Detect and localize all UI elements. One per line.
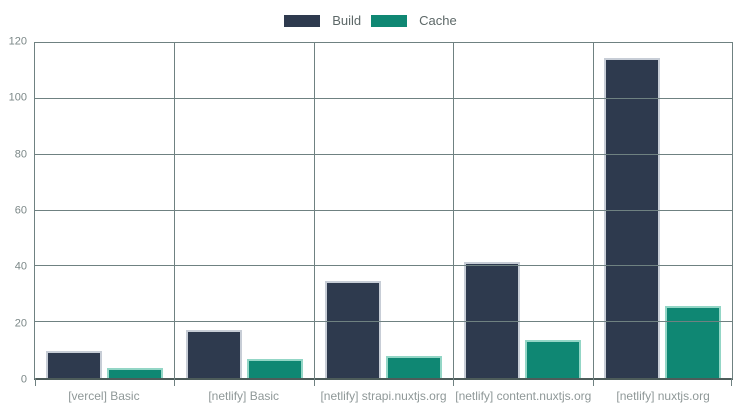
bar-group [453, 43, 592, 378]
y-tick-label: 20 [14, 317, 27, 330]
bar-build [46, 350, 103, 378]
bar-cache [664, 306, 721, 378]
gridline-y-40 [35, 265, 732, 267]
bar-group [593, 43, 732, 378]
axis-tick [731, 378, 732, 386]
category-separator [174, 43, 176, 386]
bar-build [603, 57, 660, 378]
category-separator [313, 43, 315, 386]
x-axis-label: [netlify] strapi.nuxtjs.org [320, 389, 447, 403]
legend-item-build: Build [284, 13, 361, 28]
chart-legend: Build Cache [0, 13, 741, 28]
gridline-y-80 [35, 153, 732, 155]
x-axis-label: [netlify] nuxtjs.org [616, 389, 710, 403]
category-separator [453, 43, 455, 386]
legend-item-cache: Cache [371, 13, 457, 28]
cache-swatch-icon [371, 14, 408, 27]
bar-build [464, 261, 521, 378]
x-axis-label: [vercel] Basic [68, 389, 140, 403]
y-tick-label: 0 [20, 373, 27, 386]
bar-build [325, 281, 382, 378]
y-axis: 0 20 40 60 80 100 120 [0, 36, 30, 385]
x-axis-label: [netlify] Basic [208, 389, 280, 403]
y-tick-label: 120 [8, 35, 27, 48]
y-tick-label: 100 [8, 91, 27, 104]
y-tick-label: 40 [14, 260, 27, 273]
x-axis-labels: [vercel] Basic [netlify] Basic [netlify] s… [34, 389, 733, 403]
bar-build [185, 329, 242, 378]
category-separator [592, 43, 594, 386]
axis-tick [35, 378, 36, 386]
y-tick-label: 80 [14, 148, 27, 161]
bar-groups [35, 43, 732, 378]
legend-label-build: Build [332, 13, 362, 28]
bar-cache [107, 367, 164, 378]
bar-group [314, 43, 453, 378]
x-axis-label: [netlify] content.nuxtjs.org [455, 389, 592, 403]
plot-area [34, 42, 733, 386]
bar-group [174, 43, 313, 378]
gridline-y-20 [35, 321, 732, 323]
legend-label-cache: Cache [419, 13, 457, 28]
bar-cache [525, 339, 582, 378]
bar-group [35, 43, 174, 378]
gridline-y-100 [35, 97, 732, 99]
y-tick-label: 60 [14, 204, 27, 217]
gridline-y-60 [35, 209, 732, 211]
build-swatch-icon [284, 14, 321, 27]
bar-cache [386, 356, 443, 378]
bar-cache [246, 359, 303, 378]
